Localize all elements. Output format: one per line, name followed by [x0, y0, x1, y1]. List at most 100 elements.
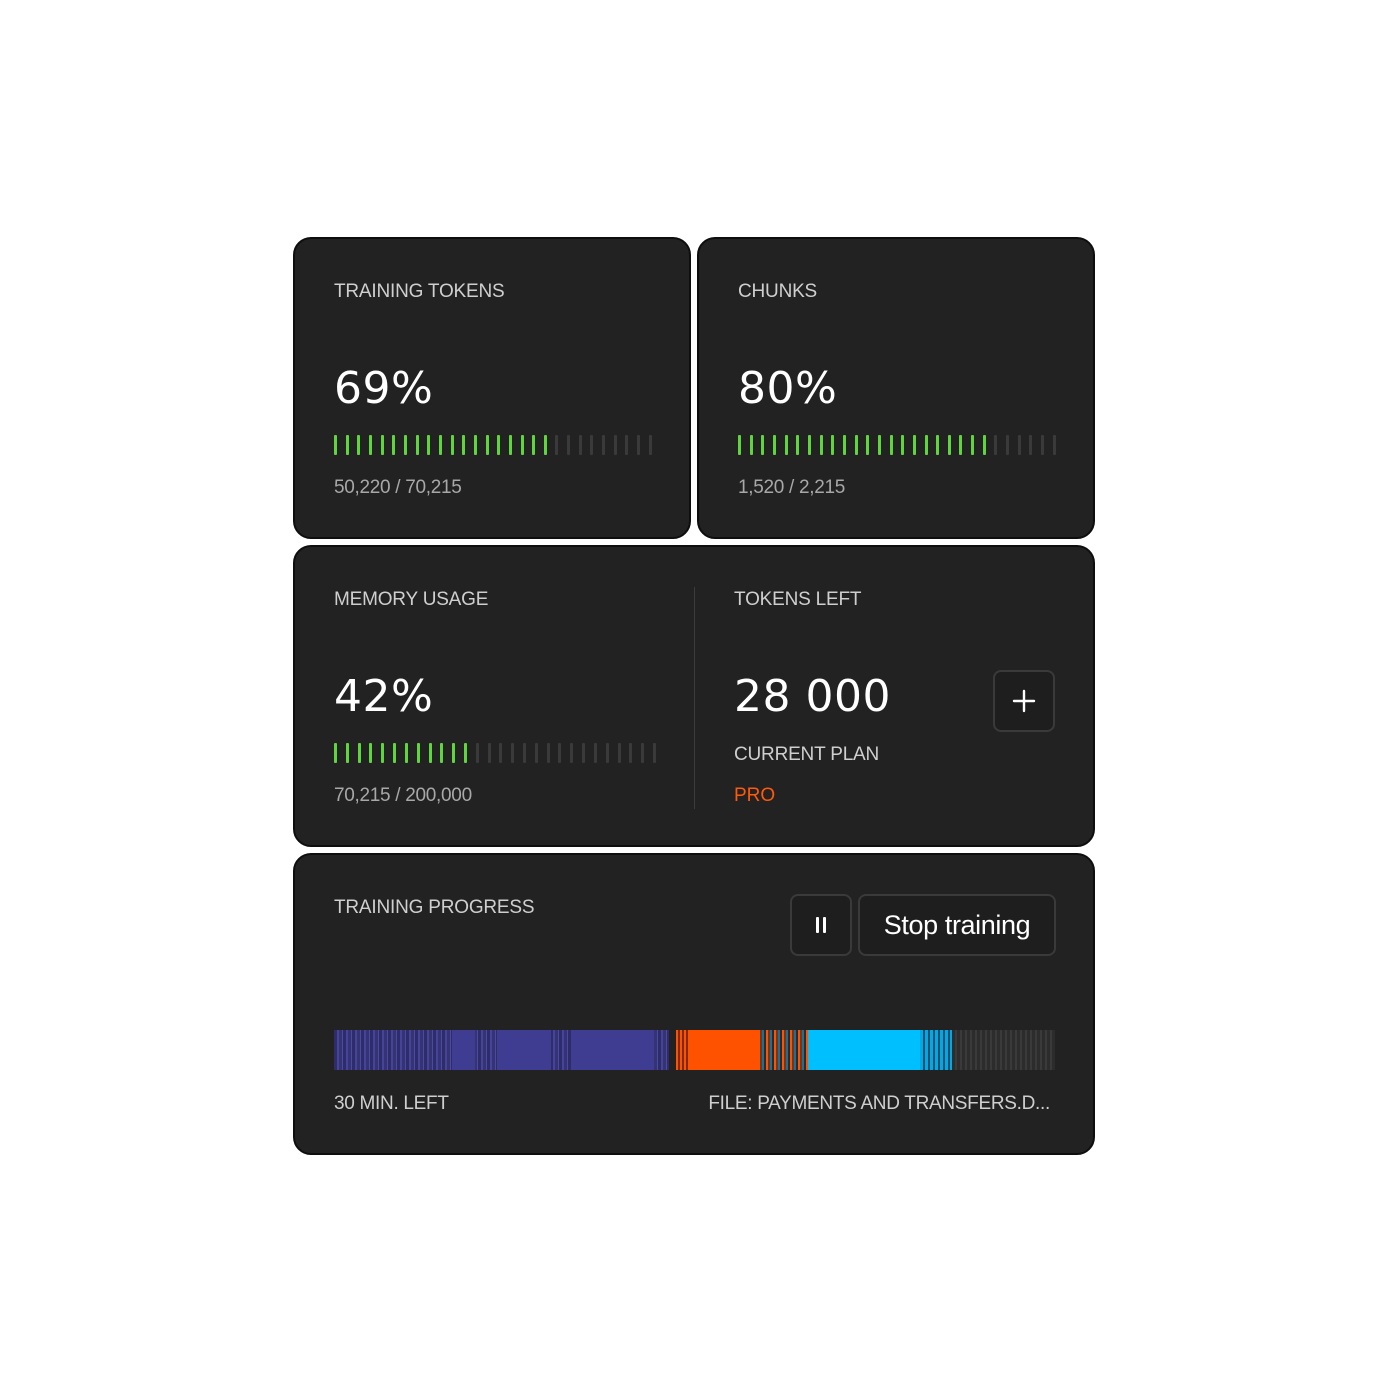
training-tokens-title: TRAINING TOKENS: [334, 281, 505, 302]
progress-tick-filled: [345, 435, 349, 455]
tokens-left-value: 28 000: [734, 671, 891, 722]
progress-tick-filled: [532, 435, 536, 455]
progress-tick-filled: [877, 435, 881, 455]
progress-tick-filled: [427, 435, 431, 455]
progress-tick-empty: [475, 743, 479, 763]
progress-tick-empty: [1006, 435, 1010, 455]
progress-tick-filled: [404, 743, 408, 763]
memory-tokens-card: MEMORY USAGE 42% 70,215 / 200,000 TOKENS…: [293, 545, 1095, 847]
timeline-segment-cyan-tail: [920, 1030, 952, 1070]
chunks-percent: 80%: [738, 363, 838, 414]
progress-tick-empty: [499, 743, 503, 763]
progress-tick-filled: [901, 435, 905, 455]
progress-tick-empty: [625, 435, 629, 455]
current-file: FILE: PAYMENTS AND TRANSFERS.D...: [708, 1093, 1050, 1114]
progress-tick-filled: [357, 743, 361, 763]
progress-tick-filled: [473, 435, 477, 455]
pause-button[interactable]: [790, 894, 852, 956]
memory-usage-percent: 42%: [334, 671, 434, 722]
progress-tick-empty: [641, 743, 645, 763]
progress-tick-filled: [738, 435, 741, 455]
training-tokens-card: TRAINING TOKENS 69% 50,220 / 70,215: [293, 237, 691, 539]
progress-tick-filled: [345, 743, 349, 763]
progress-tick-filled: [866, 435, 870, 455]
progress-tick-empty: [523, 743, 526, 763]
progress-tick-filled: [369, 743, 373, 763]
progress-tick-filled: [772, 435, 776, 455]
progress-tick-empty: [534, 743, 538, 763]
progress-tick-filled: [912, 435, 916, 455]
progress-tick-empty: [1029, 435, 1033, 455]
training-progress-card: TRAINING PROGRESS Stop training 30 MIN. …: [293, 853, 1095, 1155]
progress-tick-filled: [428, 743, 432, 763]
progress-tick-empty: [629, 743, 633, 763]
current-plan-value: PRO: [734, 785, 776, 806]
progress-tick-filled: [380, 435, 384, 455]
chunks-detail: 1,520 / 2,215: [738, 477, 846, 498]
progress-tick-empty: [613, 435, 617, 455]
progress-tick-empty: [1017, 435, 1021, 455]
progress-tick-empty: [511, 743, 515, 763]
progress-tick-filled: [947, 435, 951, 455]
progress-tick-filled: [982, 435, 986, 455]
progress-tick-filled: [520, 435, 524, 455]
progress-tick-filled: [889, 435, 893, 455]
progress-tick-filled: [842, 435, 846, 455]
progress-tick-filled: [334, 743, 337, 763]
progress-tick-empty: [994, 435, 998, 455]
progress-tick-empty: [487, 743, 491, 763]
tokens-left-title: TOKENS LEFT: [734, 589, 862, 610]
timeline-segment-active: [690, 1030, 758, 1070]
training-tokens-detail: 50,220 / 70,215: [334, 477, 462, 498]
progress-tick-filled: [452, 743, 456, 763]
plus-icon: [1012, 689, 1036, 713]
progress-tick-filled: [368, 435, 372, 455]
progress-tick-filled: [438, 435, 442, 455]
timeline-segment-remaining: [952, 1030, 1055, 1070]
timeline-segment-solid-2: [497, 1030, 551, 1070]
progress-tick-filled: [807, 435, 811, 455]
progress-tick-filled: [749, 435, 753, 455]
progress-tick-empty: [605, 743, 609, 763]
progress-tick-filled: [392, 435, 396, 455]
progress-tick-filled: [761, 435, 765, 455]
progress-tick-filled: [357, 435, 361, 455]
progress-tick-filled: [543, 435, 547, 455]
progress-tick-empty: [617, 743, 621, 763]
progress-tick-filled: [485, 435, 489, 455]
progress-tick-filled: [508, 435, 512, 455]
progress-tick-filled: [796, 435, 800, 455]
memory-usage-title: MEMORY USAGE: [334, 589, 489, 610]
progress-tick-empty: [1041, 435, 1045, 455]
progress-tick-empty: [602, 435, 606, 455]
memory-usage-detail: 70,215 / 200,000: [334, 785, 472, 806]
progress-tick-filled: [924, 435, 928, 455]
chunks-title: CHUNKS: [738, 281, 818, 302]
chunks-progress-bar: [738, 435, 1056, 455]
training-tokens-percent: 69%: [334, 363, 434, 414]
progress-tick-filled: [463, 743, 467, 763]
progress-tick-empty: [570, 743, 574, 763]
pause-icon: [816, 917, 826, 933]
progress-tick-filled: [819, 435, 823, 455]
add-tokens-button[interactable]: [993, 670, 1055, 732]
progress-tick-empty: [1052, 435, 1056, 455]
timeline-segment-solid-3: [571, 1030, 654, 1070]
progress-tick-empty: [567, 435, 571, 455]
progress-tick-filled: [831, 435, 835, 455]
progress-tick-empty: [558, 743, 562, 763]
progress-tick-empty: [590, 435, 594, 455]
progress-tick-filled: [334, 435, 337, 455]
stop-training-button[interactable]: Stop training: [858, 894, 1056, 956]
progress-tick-empty: [555, 435, 559, 455]
current-plan-label: CURRENT PLAN: [734, 744, 880, 765]
timeline-segment-cyan: [808, 1030, 920, 1070]
progress-tick-filled: [416, 743, 420, 763]
timeline-segment-orange-lead: [676, 1030, 692, 1070]
progress-tick-empty: [546, 743, 550, 763]
training-tokens-progress-bar: [334, 435, 652, 455]
progress-tick-empty: [582, 743, 586, 763]
card-divider: [694, 587, 695, 809]
progress-tick-filled: [497, 435, 501, 455]
progress-tick-empty: [637, 435, 641, 455]
